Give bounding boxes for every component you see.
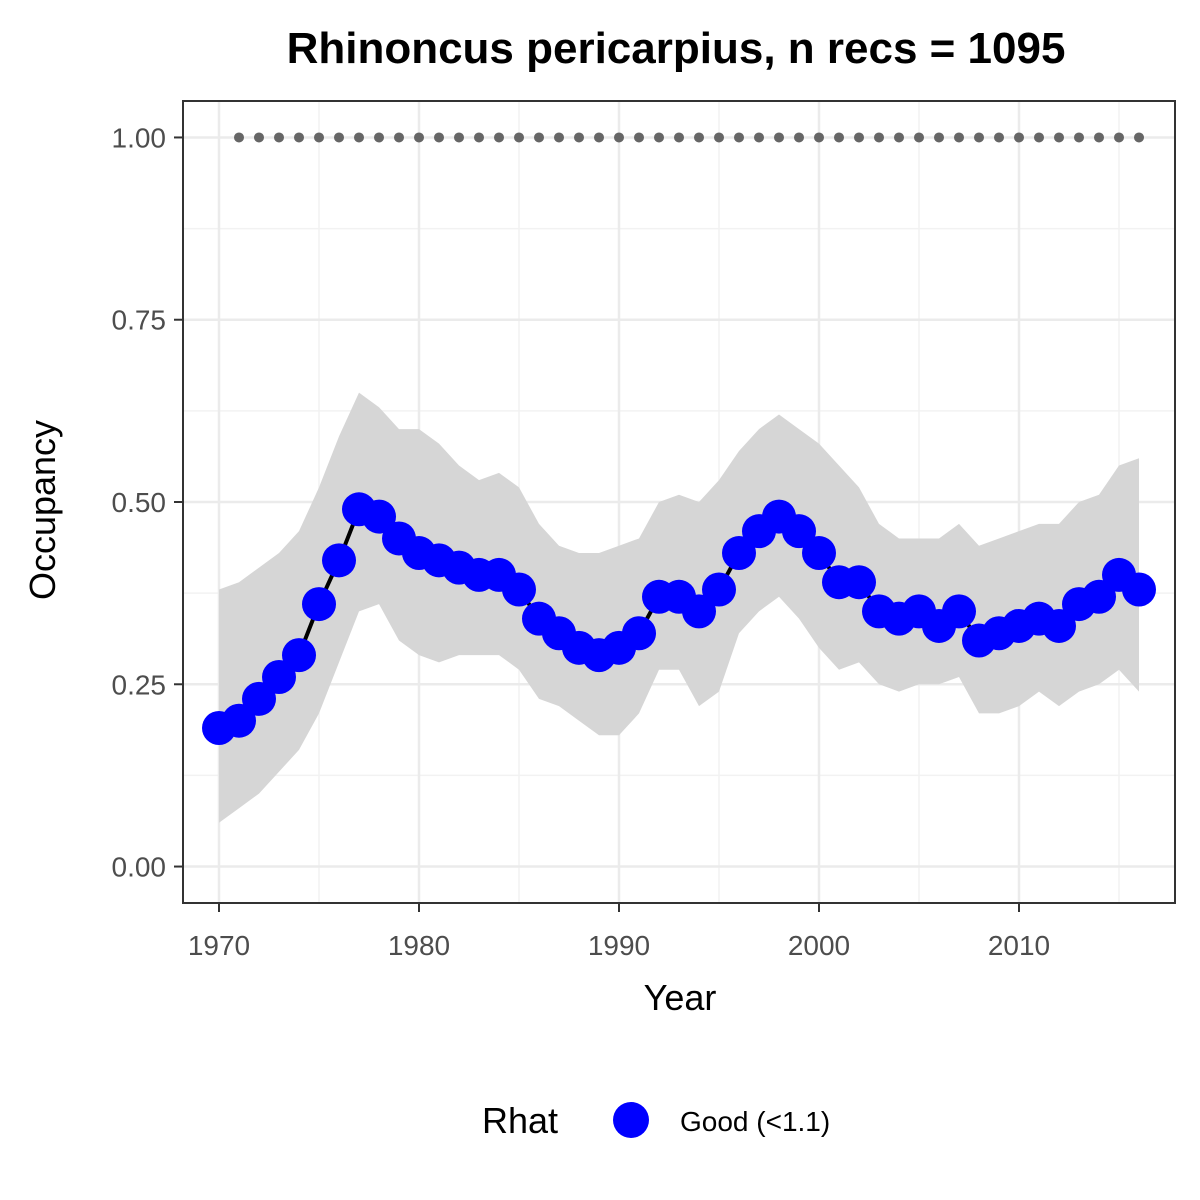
record-marker: [494, 132, 504, 143]
occupancy-point: [622, 616, 656, 651]
record-marker: [254, 132, 264, 143]
x-tick-label: 1990: [588, 930, 650, 961]
occupancy-point: [282, 638, 316, 673]
record-marker: [574, 132, 584, 143]
occupancy-point: [1082, 579, 1116, 614]
record-marker: [774, 132, 784, 143]
record-marker: [274, 132, 284, 143]
occupancy-point: [242, 681, 276, 716]
occupancy-point: [302, 587, 336, 622]
record-marker: [1074, 132, 1084, 143]
occupancy-point: [1042, 608, 1076, 643]
y-axis-title: Occupancy: [22, 420, 63, 600]
record-marker: [434, 132, 444, 143]
record-marker: [694, 132, 704, 143]
record-markers-layer: [234, 132, 1144, 143]
record-marker: [1034, 132, 1044, 143]
occupancy-points-layer: [202, 492, 1156, 746]
x-tick-label: 1970: [188, 930, 250, 961]
legend-key-good: [613, 1102, 649, 1138]
occupancy-point: [502, 572, 536, 607]
occupancy-point: [262, 659, 296, 694]
record-marker: [834, 132, 844, 143]
legend-label-good: Good (<1.1): [680, 1106, 830, 1137]
record-marker: [374, 132, 384, 143]
record-marker: [874, 132, 884, 143]
record-marker: [294, 132, 304, 143]
record-marker: [814, 132, 824, 143]
occupancy-point: [842, 565, 876, 600]
record-marker: [954, 132, 964, 143]
record-marker: [454, 132, 464, 143]
record-marker: [414, 132, 424, 143]
record-marker: [654, 132, 664, 143]
record-marker: [514, 132, 524, 143]
occupancy-point: [362, 499, 396, 534]
x-tick-label: 2010: [988, 930, 1050, 961]
record-marker: [1014, 132, 1024, 143]
y-tick-label: 1.00: [112, 122, 167, 153]
record-marker: [754, 132, 764, 143]
record-marker: [314, 132, 324, 143]
occupancy-point: [702, 572, 736, 607]
record-marker: [974, 132, 984, 143]
occupancy-point: [722, 536, 756, 571]
legend: Rhat Good (<1.1): [482, 1100, 830, 1141]
record-marker: [394, 132, 404, 143]
record-marker: [1054, 132, 1064, 143]
record-marker: [614, 132, 624, 143]
record-marker: [354, 132, 364, 143]
occupancy-point: [222, 703, 256, 738]
y-tick-label: 0.00: [112, 852, 167, 883]
x-tick-label: 2000: [788, 930, 850, 961]
record-marker: [594, 132, 604, 143]
record-marker: [734, 132, 744, 143]
record-marker: [474, 132, 484, 143]
record-marker: [854, 132, 864, 143]
record-marker: [1114, 132, 1124, 143]
record-marker: [914, 132, 924, 143]
occupancy-point: [682, 594, 716, 629]
record-marker: [634, 132, 644, 143]
record-marker: [794, 132, 804, 143]
legend-title: Rhat: [482, 1100, 558, 1141]
occupancy-point: [802, 536, 836, 571]
record-marker: [1094, 132, 1104, 143]
chart-title: Rhinoncus pericarpius, n recs = 1095: [287, 24, 1066, 73]
record-marker: [994, 132, 1004, 143]
y-tick-label: 0.50: [112, 487, 167, 518]
record-marker: [234, 132, 244, 143]
occupancy-point: [942, 594, 976, 629]
record-marker: [554, 132, 564, 143]
record-marker: [934, 132, 944, 143]
record-marker: [714, 132, 724, 143]
record-marker: [534, 132, 544, 143]
x-axis-title: Year: [644, 977, 717, 1018]
occupancy-point: [322, 543, 356, 578]
record-marker: [674, 132, 684, 143]
y-axis: 0.00 0.25 0.50 0.75 1.00: [112, 122, 183, 883]
x-axis: 1970 1980 1990 2000 2010: [188, 903, 1050, 961]
record-marker: [894, 132, 904, 143]
occupancy-point: [782, 514, 816, 549]
y-tick-label: 0.25: [112, 669, 167, 700]
occupancy-point: [1122, 572, 1156, 607]
y-tick-label: 0.75: [112, 305, 167, 336]
x-tick-label: 1980: [388, 930, 450, 961]
record-marker: [334, 132, 344, 143]
record-marker: [1134, 132, 1144, 143]
